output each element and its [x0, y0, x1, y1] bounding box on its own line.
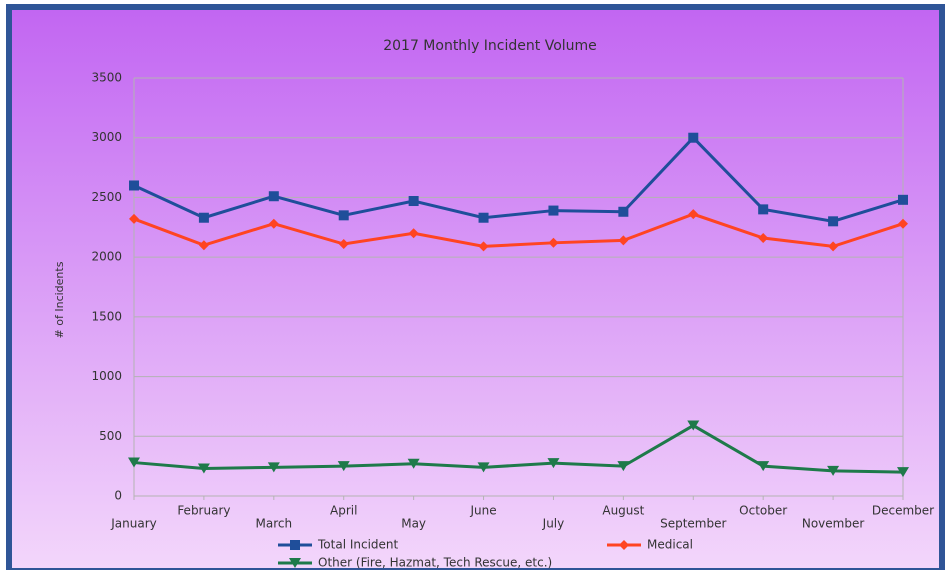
y-tick-label: 1500	[91, 309, 122, 323]
marker	[619, 540, 629, 550]
marker	[897, 467, 909, 478]
marker	[618, 206, 629, 217]
marker	[478, 241, 489, 252]
x-tick-label: August	[602, 504, 644, 518]
y-tick-label: 3000	[91, 130, 122, 144]
marker	[547, 458, 560, 469]
marker	[128, 457, 140, 468]
marker	[408, 228, 419, 239]
marker	[129, 213, 139, 224]
x-tick-label: July	[542, 517, 565, 531]
marker	[408, 196, 419, 207]
legend-label: Medical	[647, 538, 693, 552]
y-tick-label: 2000	[91, 250, 122, 264]
marker	[268, 191, 279, 202]
x-tick-label: May	[401, 517, 426, 531]
marker	[898, 194, 908, 205]
y-tick-label: 2500	[91, 190, 122, 204]
marker	[827, 465, 840, 476]
marker	[618, 235, 629, 246]
x-tick-label: February	[177, 504, 230, 518]
marker	[268, 218, 279, 229]
marker	[758, 233, 769, 244]
marker	[198, 240, 209, 251]
marker	[267, 462, 280, 473]
marker	[758, 204, 769, 215]
chart-background	[12, 10, 939, 568]
marker	[828, 216, 839, 227]
marker	[617, 461, 630, 472]
x-tick-label: April	[330, 504, 357, 518]
marker	[290, 540, 300, 550]
marker	[337, 461, 350, 472]
marker	[478, 212, 489, 223]
marker	[198, 212, 209, 223]
x-tick-label: December	[872, 504, 934, 518]
x-tick-label: September	[660, 517, 726, 531]
y-axis-label: # of Incidents	[53, 261, 66, 338]
marker	[828, 241, 839, 252]
marker	[548, 205, 559, 216]
marker	[289, 558, 301, 568]
x-tick-label: November	[802, 517, 864, 531]
y-tick-label: 3500	[91, 71, 122, 85]
legend-label: Total Incident	[317, 538, 399, 552]
marker	[688, 132, 699, 143]
y-tick-label: 0	[114, 489, 122, 503]
x-tick-label: October	[739, 504, 787, 518]
y-tick-label: 500	[99, 429, 122, 443]
marker	[129, 180, 139, 191]
legend-label: Other (Fire, Hazmat, Tech Rescue, etc.)	[318, 556, 552, 570]
marker	[757, 461, 770, 472]
marker	[197, 463, 210, 474]
chart-title: 2017 Monthly Incident Volume	[383, 38, 597, 54]
marker	[407, 458, 420, 469]
x-tick-label: January	[110, 517, 157, 531]
marker	[687, 420, 700, 431]
x-tick-label: March	[256, 517, 293, 531]
y-tick-label: 1000	[91, 369, 122, 383]
series-line	[133, 135, 904, 223]
marker	[688, 209, 699, 220]
marker	[898, 218, 908, 229]
marker	[338, 239, 349, 250]
series-line	[133, 423, 904, 474]
marker	[338, 210, 349, 221]
x-tick-label: June	[469, 504, 496, 518]
series-line	[133, 212, 904, 248]
marker	[548, 237, 559, 248]
marker	[477, 462, 490, 473]
